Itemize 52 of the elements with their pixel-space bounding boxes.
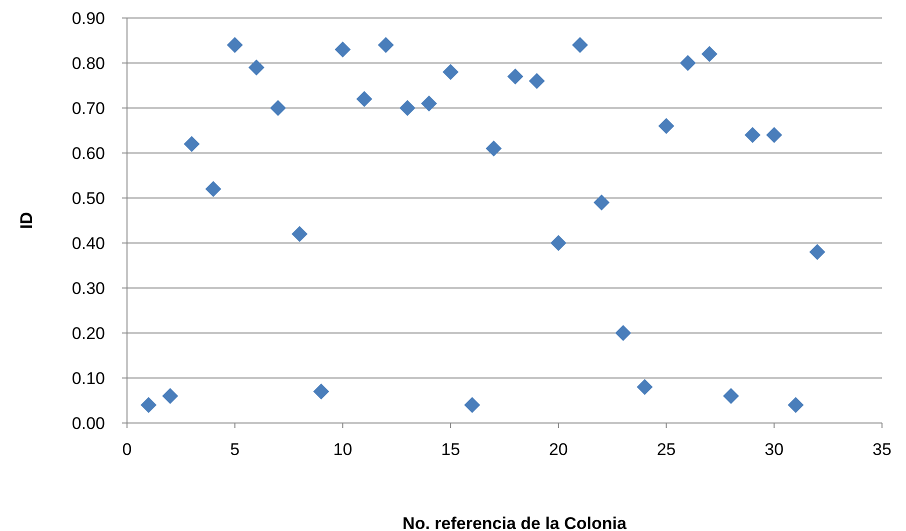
point bbox=[636, 379, 653, 395]
x-tick-label: 20 bbox=[548, 440, 568, 459]
y-tick-label: 0.10 bbox=[72, 368, 105, 388]
y-tick-label: 0.30 bbox=[72, 278, 105, 298]
point bbox=[594, 194, 610, 210]
point bbox=[572, 37, 588, 53]
point bbox=[205, 181, 222, 197]
y-tick-label: 0.40 bbox=[72, 234, 105, 253]
x-axis-title: No. referencia de la Colonia bbox=[402, 514, 627, 531]
point bbox=[399, 100, 416, 116]
point bbox=[744, 127, 761, 143]
point bbox=[723, 388, 739, 404]
y-axis-title: ID bbox=[17, 212, 36, 229]
x-tick-label: 35 bbox=[872, 440, 892, 459]
point bbox=[270, 100, 286, 116]
y-tick-label: 0.80 bbox=[72, 54, 105, 73]
point bbox=[356, 91, 372, 107]
point bbox=[184, 136, 200, 152]
point bbox=[809, 244, 826, 260]
y-tick-label: 0.60 bbox=[72, 144, 105, 163]
y-tick-label: 0.90 bbox=[72, 8, 105, 28]
point bbox=[313, 384, 330, 400]
point bbox=[615, 325, 632, 341]
point bbox=[162, 388, 178, 404]
point bbox=[788, 397, 804, 413]
x-tick-label: 10 bbox=[333, 440, 352, 459]
y-tick-label: 0.00 bbox=[72, 414, 105, 433]
point bbox=[421, 96, 437, 112]
point bbox=[701, 46, 718, 62]
point bbox=[140, 397, 157, 413]
point bbox=[486, 140, 502, 156]
x-tick-label: 25 bbox=[656, 440, 676, 459]
x-tick-label: 30 bbox=[764, 440, 784, 459]
x-tick-label: 15 bbox=[441, 440, 460, 459]
point bbox=[378, 37, 394, 53]
point bbox=[550, 235, 566, 251]
y-tick-label: 0.20 bbox=[72, 324, 105, 343]
point bbox=[442, 64, 459, 80]
point bbox=[766, 127, 782, 143]
point bbox=[248, 60, 264, 76]
point bbox=[464, 397, 480, 413]
x-tick-label: 5 bbox=[230, 440, 240, 459]
x-tick-label: 0 bbox=[122, 440, 132, 459]
y-tick-label: 0.70 bbox=[72, 98, 105, 118]
y-tick-label: 0.50 bbox=[72, 188, 105, 208]
point bbox=[658, 118, 674, 134]
point bbox=[507, 68, 524, 84]
point bbox=[528, 73, 545, 89]
point bbox=[680, 55, 696, 71]
point bbox=[334, 42, 351, 58]
point bbox=[226, 37, 243, 53]
point bbox=[292, 226, 308, 242]
